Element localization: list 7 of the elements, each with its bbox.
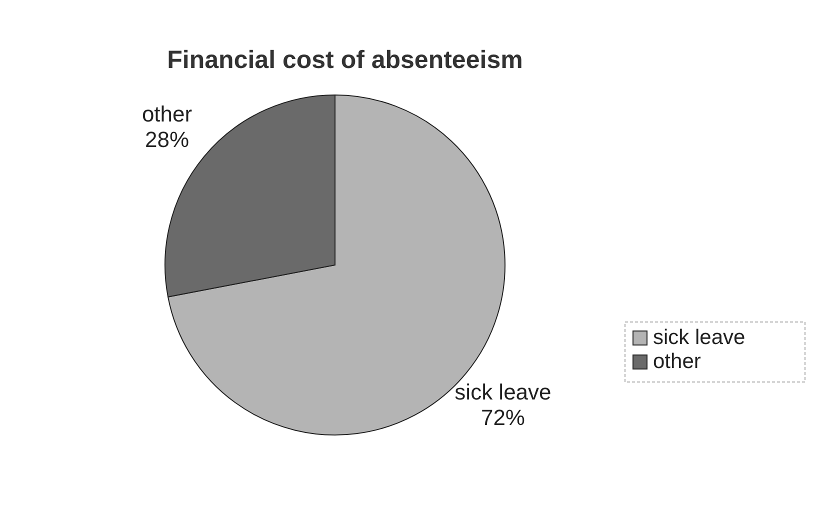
slice-label: other (142, 102, 192, 127)
data-label: 72% (480, 404, 525, 430)
chart-title: Financial cost of absenteeism (167, 46, 523, 74)
slice-label: sick leave (454, 380, 552, 405)
data-label: 28% (145, 126, 190, 152)
legend-label: sick leave (653, 326, 746, 349)
legend-label: other (653, 350, 701, 373)
